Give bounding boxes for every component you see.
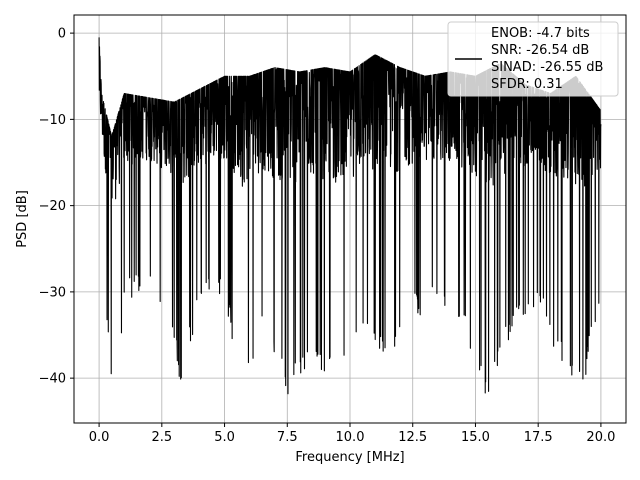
x-tick-label: 15.0 (461, 430, 490, 445)
y-tick-label: 0 (58, 27, 66, 42)
y-tick-label: −30 (39, 285, 66, 300)
y-tick-label: −20 (39, 199, 66, 214)
x-tick-label: 20.0 (586, 430, 615, 445)
x-tick-label: 7.5 (277, 430, 298, 445)
legend-box (447, 21, 619, 97)
x-tick-label: 17.5 (524, 430, 553, 445)
x-tick-label: 5.0 (214, 430, 235, 445)
x-tick-label: 12.5 (398, 430, 427, 445)
legend-snr: SNR: -26.54 dB (491, 43, 589, 58)
y-tick-label: −40 (39, 372, 66, 387)
x-tick-label: 0.0 (89, 430, 110, 445)
axis-ticks: 0.0 2.5 5.0 7.5 10.0 12.5 15.0 17.5 20.0 0 −10 −20 −… (39, 27, 616, 445)
x-axis-label: Frequency [MHz] (295, 450, 404, 465)
legend-sfdr: SFDR: 0.31 (491, 77, 563, 92)
y-axis-label: PSD [dB] (15, 190, 30, 248)
y-tick-label: −10 (39, 113, 66, 128)
legend-sinad: SINAD: -26.55 dB (491, 60, 603, 75)
x-tick-label: 2.5 (151, 430, 172, 445)
legend: ENOB: -4.7 bits SNR: -26.54 dB SINAD: -2… (447, 21, 619, 97)
legend-enob: ENOB: -4.7 bits (491, 26, 590, 41)
x-tick-label: 10.0 (336, 430, 365, 445)
